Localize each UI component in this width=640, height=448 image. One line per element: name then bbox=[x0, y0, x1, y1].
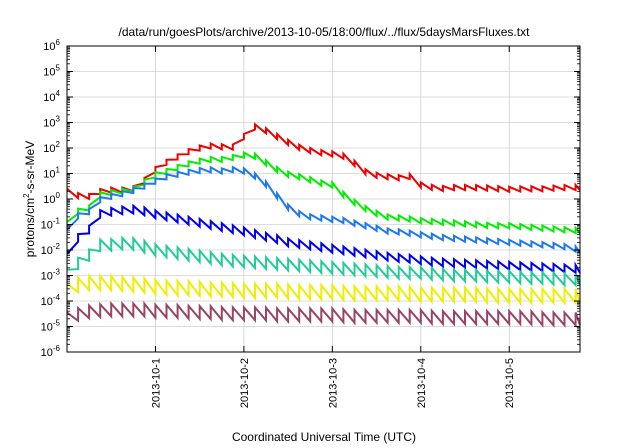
series-line-2 bbox=[66, 150, 581, 235]
series-line-7 bbox=[66, 300, 581, 328]
y-tick-label: 100 bbox=[43, 191, 60, 206]
series-line-1 bbox=[66, 122, 581, 201]
y-tick-label: 10-6 bbox=[41, 344, 61, 359]
chart-title: /data/run/goesPlots/archive/2013-10-05/1… bbox=[119, 25, 531, 39]
y-axis-label-sup: 2 bbox=[22, 193, 31, 198]
y-tick-label: 10-4 bbox=[41, 293, 61, 308]
y-tick-label: 101 bbox=[43, 166, 60, 181]
x-tick-label: 2013-10-1 bbox=[150, 358, 162, 408]
y-tick-label: 10-3 bbox=[41, 268, 61, 283]
series-line-6 bbox=[66, 273, 581, 306]
x-axis-label: Coordinated Universal Time (UTC) bbox=[232, 430, 416, 444]
y-tick-label: 104 bbox=[43, 89, 60, 104]
y-tick-label: 10-2 bbox=[41, 242, 61, 257]
series-line-4 bbox=[66, 203, 581, 275]
y-tick-label: 10-1 bbox=[41, 217, 61, 232]
y-tick-label: 10-5 bbox=[41, 319, 61, 334]
y-tick-label: 105 bbox=[43, 64, 60, 79]
series-line-5 bbox=[66, 235, 581, 288]
x-tick-label: 2013-10-4 bbox=[416, 358, 428, 408]
tick-layer bbox=[67, 45, 580, 353]
series-line-3 bbox=[66, 165, 581, 254]
y-tick-labels: 10-6 10-5 10-4 10-3 10-2 10-1 100 101 102 103 104 1… bbox=[41, 38, 61, 359]
x-tick-label: 2013-10-2 bbox=[239, 358, 251, 408]
grid bbox=[67, 46, 580, 352]
y-axis-label-main: protons/cm bbox=[23, 198, 37, 257]
y-axis-label-rest: -s-sr-MeV bbox=[23, 141, 37, 194]
series-layer bbox=[66, 122, 581, 328]
y-axis-label: protons/cm2-s-sr-MeV bbox=[22, 141, 37, 257]
x-tick-labels: 2013-10-1 2013-10-2 2013-10-3 2013-10-4 2013… bbox=[150, 358, 516, 408]
x-tick-label: 2013-10-3 bbox=[327, 358, 339, 408]
x-tick-label: 2013-10-5 bbox=[504, 358, 516, 408]
y-tick-label: 106 bbox=[43, 38, 60, 53]
y-tick-label: 103 bbox=[43, 115, 60, 130]
y-tick-label: 102 bbox=[43, 140, 60, 155]
